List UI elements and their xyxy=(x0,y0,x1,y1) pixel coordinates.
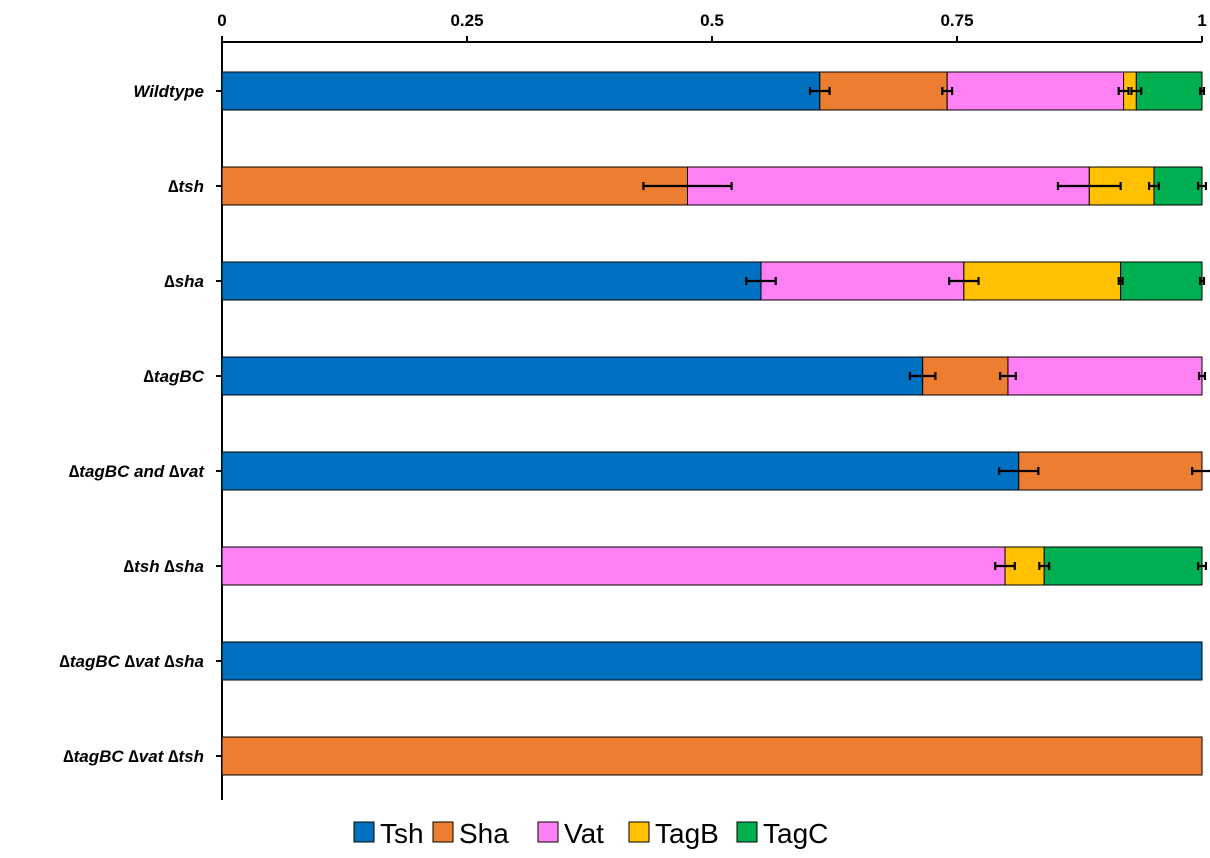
bar-segment-vat xyxy=(687,166,1090,206)
category-label: ∆tsh ∆sha xyxy=(124,557,204,576)
bar-segment-tsh xyxy=(221,356,924,396)
legend-label-tagb: TagB xyxy=(655,818,719,849)
category-label: ∆sha xyxy=(164,272,204,291)
legend-swatch-tsh xyxy=(353,821,375,843)
bar-segment-vat xyxy=(760,261,965,301)
x-tick-label: 0.5 xyxy=(700,11,724,30)
legend-label-tagc: TagC xyxy=(763,818,828,849)
bar-segment-vat xyxy=(221,546,1006,586)
y-axis: Wildtype ∆tsh ∆sha ∆tagBC ∆tagBC and ∆vat ∆ts… xyxy=(59,42,223,800)
x-tick-label: 0.25 xyxy=(450,11,483,30)
x-tick-label: 1 xyxy=(1197,11,1206,30)
legend-label-tsh: Tsh xyxy=(380,818,424,849)
bar-segment-sha xyxy=(819,71,948,111)
bar-segment-sha xyxy=(221,736,1203,776)
category-label: ∆tagBC ∆vat ∆sha xyxy=(59,652,204,671)
category-label: ∆tsh xyxy=(168,177,204,196)
bar-segment-tsh xyxy=(221,71,821,111)
bar-segment-tagc xyxy=(1135,71,1203,111)
category-label: ∆tagBC ∆vat ∆tsh xyxy=(63,747,204,766)
bar-segment-tagc xyxy=(1043,546,1203,586)
x-tick-label: 0.75 xyxy=(940,11,973,30)
bar-segment-tsh xyxy=(221,261,762,301)
bar-segment-vat xyxy=(946,71,1125,111)
x-axis: 0 0.25 0.5 0.75 1 xyxy=(217,11,1207,43)
bar-segment-tagb xyxy=(963,261,1122,301)
bar-segment-sha xyxy=(922,356,1009,396)
bar-segment-vat xyxy=(1007,356,1203,396)
bar-segment-tsh xyxy=(221,451,1020,491)
category-label: ∆tagBC xyxy=(144,367,205,386)
bar-segment-tagc xyxy=(1120,261,1203,301)
error-bars xyxy=(642,87,1210,570)
legend-label-vat: Vat xyxy=(564,818,604,849)
bar-segment-sha xyxy=(221,166,688,206)
x-tick-label: 0 xyxy=(217,11,226,30)
bar-segment-sha xyxy=(1018,451,1203,491)
legend-label-sha: Sha xyxy=(459,818,509,849)
legend-swatch-tagb xyxy=(628,821,650,843)
legend: Tsh Sha Vat TagB TagC xyxy=(353,818,828,849)
category-label: ∆tagBC and ∆vat xyxy=(69,462,205,481)
category-label: Wildtype xyxy=(133,82,204,101)
legend-swatch-tagc xyxy=(736,821,758,843)
bar-segment-tsh xyxy=(221,641,1203,681)
bar-segment-tagc xyxy=(1153,166,1203,206)
bars xyxy=(221,71,1203,776)
legend-swatch-vat xyxy=(537,821,559,843)
legend-swatch-sha xyxy=(432,821,454,843)
